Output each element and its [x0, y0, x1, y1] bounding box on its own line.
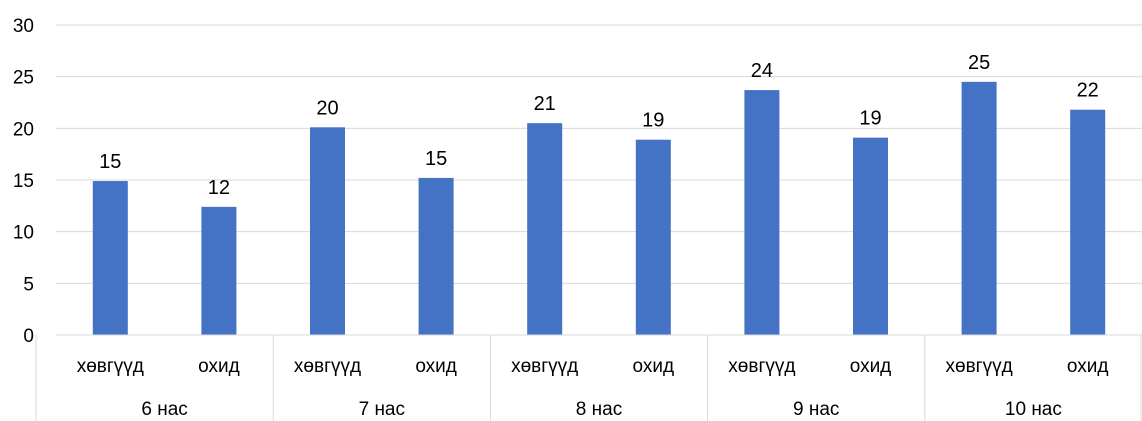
data-label: 12: [208, 177, 230, 199]
bar: [92, 181, 128, 335]
y-tick-label: 0: [23, 326, 34, 347]
y-tick-label: 25: [13, 68, 34, 89]
y-tick-label: 15: [13, 171, 34, 192]
data-label: 21: [534, 93, 556, 115]
data-label: 15: [425, 148, 447, 170]
category-label: охид: [633, 356, 675, 377]
bar: [1070, 109, 1106, 335]
data-labels: 15 12 20 15 21 19 24 19 25 22: [99, 52, 1099, 199]
group-label: 10 нас: [1005, 399, 1062, 420]
y-tick-label: 10: [13, 223, 34, 244]
y-tick-label: 30: [13, 16, 34, 37]
group-label: 9 нас: [793, 399, 839, 420]
category-label: охид: [198, 356, 240, 377]
bar: [310, 127, 345, 335]
data-label: 22: [1077, 80, 1099, 102]
bar: [853, 137, 888, 335]
data-label: 19: [642, 110, 664, 132]
bar: [527, 123, 563, 336]
gridlines: [56, 24, 1142, 284]
category-label: охид: [850, 356, 892, 377]
group-label: 7 нас: [359, 399, 405, 420]
bar: [201, 206, 237, 335]
data-label: 19: [859, 108, 881, 130]
y-tick-label: 5: [23, 274, 34, 295]
y-tick-label: 20: [13, 119, 34, 140]
bars: [92, 81, 1106, 336]
data-label: 24: [751, 60, 773, 82]
data-label: 15: [99, 151, 121, 173]
bar: [418, 177, 454, 335]
data-label: 20: [316, 97, 338, 119]
bar: [744, 90, 780, 335]
category-label: хөвгүүд: [728, 356, 795, 377]
category-label: хөвгүүд: [511, 356, 578, 377]
category-label: хөвгүүд: [77, 356, 144, 377]
category-label: охид: [415, 356, 457, 377]
y-axis: 0 5 10 15 20 25 30: [13, 16, 34, 347]
category-label: хөвгүүд: [294, 356, 361, 377]
category-label: охид: [1067, 356, 1109, 377]
x-axis: хөвгүүд охид хөвгүүд охид хөвгүүд охид хөвгүүд…: [35, 334, 1142, 421]
data-label: 25: [968, 52, 990, 74]
group-label: 8 нас: [576, 399, 622, 420]
group-label: 6 нас: [141, 399, 187, 420]
category-label: хөвгүүд: [946, 356, 1013, 377]
bar: [635, 139, 671, 335]
bar: [961, 81, 997, 335]
